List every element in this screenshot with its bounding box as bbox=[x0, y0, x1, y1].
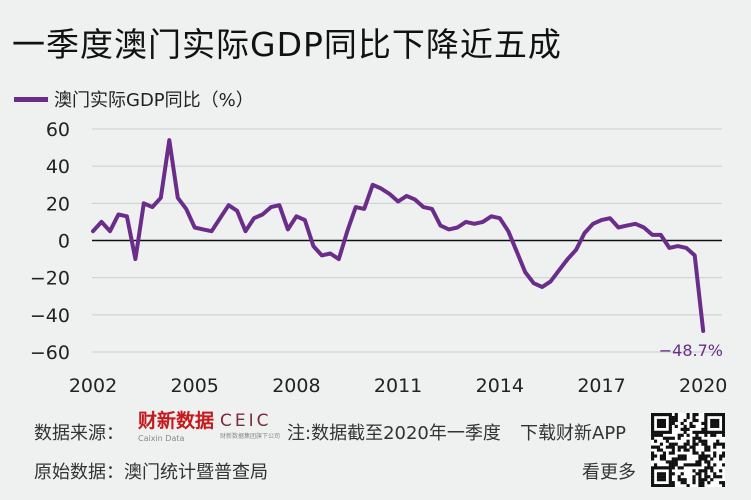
source-label: 数据来源： bbox=[34, 423, 124, 444]
x-tick-label: 2011 bbox=[374, 375, 422, 397]
line-chart: 60 40 20 0 −20 −40 −60 2002 2005 2008 2011 2014 2017… bbox=[30, 119, 727, 397]
y-tick-label: −20 bbox=[30, 268, 70, 290]
note-text: 注:数据截至2020年一季度 bbox=[287, 423, 501, 444]
y-tick-label: 60 bbox=[46, 119, 70, 141]
original-source: 原始数据：澳门统计暨普查局 bbox=[34, 462, 268, 483]
qr-code[interactable] bbox=[651, 413, 726, 488]
y-tick-label: −40 bbox=[30, 305, 70, 327]
y-tick-label: −60 bbox=[30, 342, 70, 364]
chart-title: 一季度澳门实际GDP同比下降近五成 bbox=[12, 25, 562, 64]
caixin-logo-sub: Caixin Data bbox=[138, 434, 185, 443]
footer: 数据来源： 注:数据截至2020年一季度 原始数据：澳门统计暨普查局 下载财新A… bbox=[0, 404, 751, 500]
legend-label: 澳门实际GDP同比（%） bbox=[54, 90, 254, 111]
y-tick-label: 20 bbox=[46, 193, 70, 215]
x-tick-label: 2020 bbox=[679, 375, 727, 397]
ceic-logo-text: CEIC bbox=[220, 411, 272, 431]
ceic-logo: CEIC 财新数据集团旗下公司 bbox=[220, 413, 280, 445]
x-tick-label: 2002 bbox=[69, 375, 117, 397]
caixin-logo-text: 财新数据 bbox=[138, 410, 215, 432]
see-more-link[interactable]: 看更多 bbox=[582, 462, 636, 483]
x-tick-label: 2008 bbox=[272, 375, 320, 397]
ceic-logo-sub: 财新数据集团旗下公司 bbox=[220, 433, 281, 440]
x-tick-label: 2017 bbox=[577, 375, 625, 397]
annotation-label: −48.7% bbox=[659, 341, 723, 360]
x-tick-label: 2005 bbox=[171, 375, 219, 397]
legend: 澳门实际GDP同比（%） bbox=[14, 86, 254, 112]
caixin-logo: 财新数据 Caixin Data bbox=[138, 410, 215, 447]
x-tick-label: 2014 bbox=[476, 375, 524, 397]
legend-swatch bbox=[14, 96, 48, 102]
download-app-link[interactable]: 下载财新APP bbox=[520, 423, 627, 444]
qr-code-icon bbox=[651, 413, 726, 488]
series-line bbox=[91, 138, 706, 333]
y-tick-label: 40 bbox=[46, 156, 70, 178]
y-tick-label: 0 bbox=[58, 231, 70, 253]
